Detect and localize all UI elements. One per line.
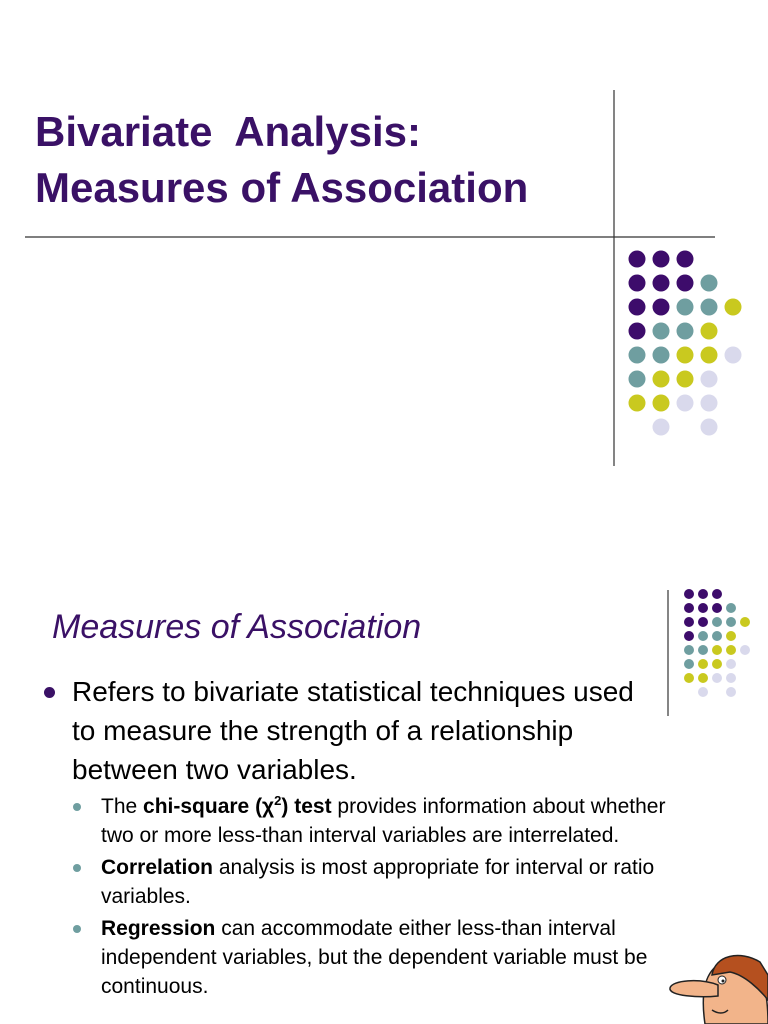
decor-dot xyxy=(700,298,718,316)
text-run: chi-square (χ xyxy=(143,795,275,818)
decor-dot xyxy=(684,673,694,683)
decor-dot xyxy=(712,673,722,683)
decor-dot xyxy=(700,418,718,436)
text-run: analysis is most appropriate for interva… xyxy=(101,856,655,908)
decor-dot xyxy=(726,673,736,683)
decor-dot xyxy=(740,617,750,627)
decor-dot xyxy=(628,322,646,340)
decor-dot xyxy=(700,346,718,364)
decor-dot xyxy=(652,394,670,412)
sub-bullet: Regression can accommodate either less-t… xyxy=(73,914,691,1001)
decor-dot xyxy=(628,250,646,268)
decor-dot xyxy=(700,394,718,412)
decor-dot xyxy=(712,645,722,655)
decor-dot xyxy=(676,298,694,316)
decor-dot xyxy=(628,298,646,316)
sub-bullet-list: The chi-square (χ2) test provides inform… xyxy=(73,792,691,1004)
decor-dot xyxy=(684,603,694,613)
decor-dot xyxy=(684,589,694,599)
decor-dot xyxy=(676,250,694,268)
slide-title: Bivariate Analysis: Measures of Associati… xyxy=(35,104,528,216)
decor-dot xyxy=(712,603,722,613)
text-run: 2 xyxy=(274,793,282,808)
text-run: ) test xyxy=(281,795,332,818)
decor-dot xyxy=(726,603,736,613)
decor-dot xyxy=(698,673,708,683)
cartoon-face xyxy=(669,954,768,1024)
decor-dot xyxy=(684,645,694,655)
decor-dot xyxy=(698,603,708,613)
title-line: Measures of Association xyxy=(35,164,529,211)
decor-dot xyxy=(652,346,670,364)
decor-dot xyxy=(700,274,718,292)
decor-dot xyxy=(676,346,694,364)
decor-dot xyxy=(698,589,708,599)
decor-dot xyxy=(676,394,694,412)
decor-dot xyxy=(684,617,694,627)
text-run: Correlation xyxy=(101,856,214,879)
sub-bullet: The chi-square (χ2) test provides inform… xyxy=(73,792,691,850)
decor-dot xyxy=(652,322,670,340)
decor-dot xyxy=(698,631,708,641)
decor-dot xyxy=(684,631,694,641)
slide-heading: Measures of Association xyxy=(52,608,422,646)
decor-dot xyxy=(740,645,750,655)
decor-dot xyxy=(726,617,736,627)
decor-dot xyxy=(628,274,646,292)
bullet-text: Refers to bivariate statistical techniqu… xyxy=(72,676,634,785)
decor-dot xyxy=(724,346,742,364)
decor-dot xyxy=(726,659,736,669)
decor-dot xyxy=(698,617,708,627)
title-line: Bivariate Analysis: xyxy=(35,108,421,155)
decor-dot xyxy=(676,322,694,340)
decor-dot xyxy=(698,645,708,655)
decor-dot xyxy=(726,687,736,697)
decor-dot xyxy=(652,250,670,268)
decor-dot xyxy=(628,370,646,388)
decor-dot xyxy=(726,645,736,655)
decor-dot xyxy=(700,370,718,388)
decor-dot xyxy=(724,298,742,316)
decor-dot xyxy=(712,659,722,669)
decor-dot xyxy=(712,617,722,627)
decor-dot xyxy=(628,394,646,412)
decor-dot xyxy=(698,659,708,669)
text-run: Regression xyxy=(101,917,216,940)
decor-dot xyxy=(652,370,670,388)
decor-dot xyxy=(652,274,670,292)
text-run: provides information about whether two o… xyxy=(101,795,666,847)
decor-dot xyxy=(684,659,694,669)
decor-dot xyxy=(700,322,718,340)
decor-dot xyxy=(712,589,722,599)
text-run: The xyxy=(101,795,144,818)
text-run: can accommodate either less-than interva… xyxy=(101,917,648,998)
sub-bullet: Correlation analysis is most appropriate… xyxy=(73,853,691,911)
decor-dot xyxy=(698,687,708,697)
bullet-marker xyxy=(44,687,55,698)
decor-dot xyxy=(652,298,670,316)
decor-dot xyxy=(676,274,694,292)
decor-dot xyxy=(712,631,722,641)
decor-dot xyxy=(676,370,694,388)
decor-dot xyxy=(628,346,646,364)
decor-dot xyxy=(726,631,736,641)
decor-dot xyxy=(652,418,670,436)
